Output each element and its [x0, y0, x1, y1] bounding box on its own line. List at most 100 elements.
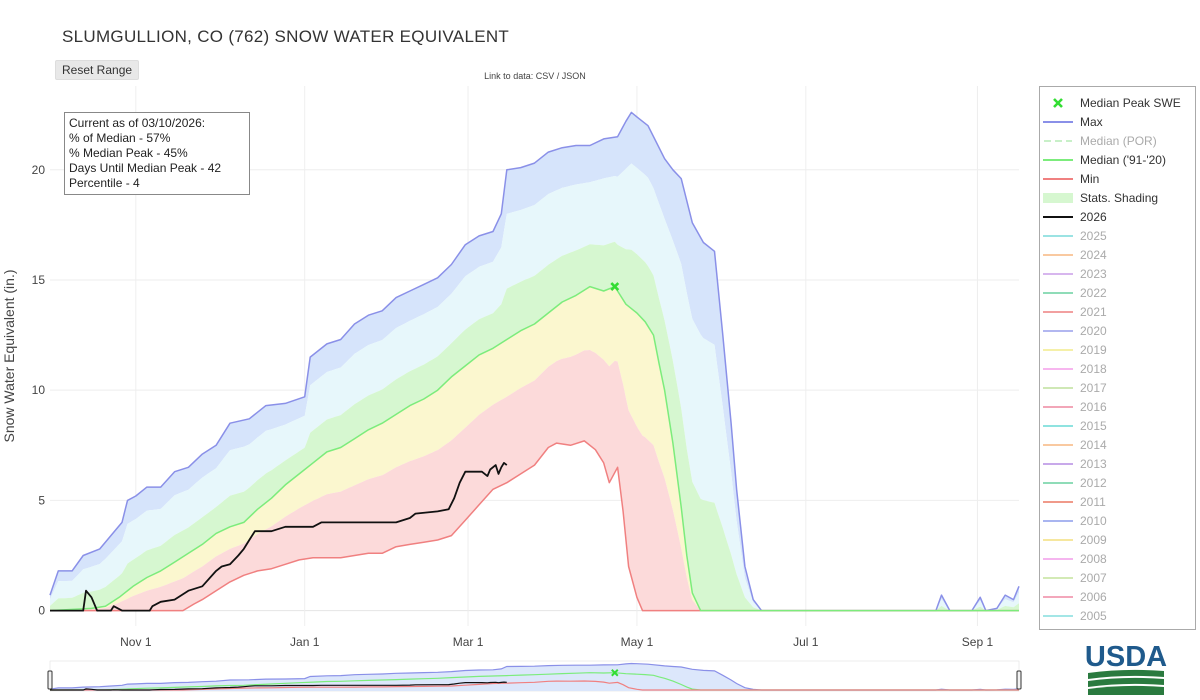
legend-item[interactable]: 2022 [1040, 283, 1195, 302]
legend-item[interactable]: 2007 [1040, 568, 1195, 587]
current-status-box: Current as of 03/10/2026: % of Median - … [64, 112, 250, 195]
csv-link[interactable]: CSV [535, 71, 555, 81]
legend-item[interactable]: 2006 [1040, 587, 1195, 606]
legend-item[interactable]: 2005 [1040, 606, 1195, 625]
band-30-min [50, 350, 1019, 611]
legend-label: 2011 [1080, 494, 1106, 509]
legend-swatch-icon [1040, 382, 1076, 394]
legend-swatch-icon [1040, 230, 1076, 242]
chart-legend: Median Peak SWE Max Median (POR) Median ('9… [1039, 86, 1196, 630]
range-slider[interactable] [47, 660, 1022, 692]
legend-item[interactable]: 2014 [1040, 435, 1195, 454]
legend-item[interactable]: Stats. Shading [1040, 188, 1195, 207]
y-tick-label: 20 [32, 163, 46, 177]
legend-label: 2016 [1080, 399, 1107, 414]
legend-item[interactable]: Max [1040, 112, 1195, 131]
x-tick-label: May 1 [621, 635, 654, 649]
median-line [49, 285, 1019, 612]
current-year-line [50, 462, 508, 612]
svg-text:USDA: USDA [1085, 641, 1167, 673]
legend-label: Median ('91-'20) [1080, 152, 1166, 167]
legend-swatch-icon [1040, 344, 1076, 356]
y-axis-label: Snow Water Equivalent (in.) [1, 270, 17, 443]
legend-item[interactable]: 2017 [1040, 378, 1195, 397]
legend-item[interactable]: 2025 [1040, 226, 1195, 245]
legend-item[interactable]: 2015 [1040, 416, 1195, 435]
y-tick-label: 5 [38, 493, 45, 507]
x-tick-label: Mar 1 [453, 635, 484, 649]
reset-range-button[interactable]: Reset Range [55, 60, 140, 80]
legend-swatch-icon [1040, 306, 1076, 318]
legend-swatch-icon [1040, 553, 1076, 565]
legend-label: 2023 [1080, 266, 1107, 281]
status-date: Current as of 03/10/2026: [69, 116, 206, 130]
legend-item[interactable]: 2012 [1040, 473, 1195, 492]
y-tick-label: 0 [38, 604, 45, 618]
legend-swatch-icon [1040, 610, 1076, 622]
range-median-line [49, 672, 1019, 691]
range-handle-left[interactable] [47, 670, 53, 690]
legend-item[interactable]: 2018 [1040, 359, 1195, 378]
legend-label: 2026 [1080, 209, 1107, 224]
legend-swatch-icon [1040, 515, 1076, 527]
legend-label: Median (POR) [1080, 133, 1157, 148]
legend-label: 2022 [1080, 285, 1107, 300]
max-line [49, 111, 1020, 612]
legend-swatch-icon [1040, 135, 1076, 147]
legend-swatch-icon [1040, 572, 1076, 584]
legend-swatch-icon [1040, 154, 1076, 166]
legend-item[interactable]: 2011 [1040, 492, 1195, 511]
data-link-prefix: Link to data: [484, 71, 534, 81]
legend-item[interactable]: 2021 [1040, 302, 1195, 321]
range-peak-marker [611, 669, 619, 677]
json-link[interactable]: JSON [561, 71, 586, 81]
legend-item[interactable]: 2026 [1040, 207, 1195, 226]
legend-item[interactable]: 2024 [1040, 245, 1195, 264]
legend-item[interactable]: Median (POR) [1040, 131, 1195, 150]
legend-swatch-icon [1040, 458, 1076, 470]
legend-item[interactable]: 2013 [1040, 454, 1195, 473]
chart-series [49, 111, 1020, 612]
y-tick-label: 15 [32, 273, 46, 287]
legend-swatch-icon [1040, 268, 1076, 280]
legend-label: 2018 [1080, 361, 1107, 376]
x-tick-label: Jan 1 [290, 635, 320, 649]
range-handle-right[interactable] [1016, 670, 1022, 690]
legend-item[interactable]: 2010 [1040, 511, 1195, 530]
legend-label: 2021 [1080, 304, 1107, 319]
legend-swatch-icon [1040, 534, 1076, 546]
legend-swatch-icon [1040, 116, 1076, 128]
legend-swatch-icon [1040, 401, 1076, 413]
legend-label: 2019 [1080, 342, 1107, 357]
status-pct-median-peak: % Median Peak - 45% [69, 146, 188, 160]
legend-label: Min [1080, 171, 1100, 186]
status-days-until-peak: Days Until Median Peak - 42 [69, 161, 222, 175]
x-tick-label: Jul 1 [793, 635, 819, 649]
legend-swatch-icon [1040, 173, 1076, 185]
legend-item[interactable]: 2019 [1040, 340, 1195, 359]
usda-logo: USDA [1085, 641, 1167, 695]
legend-label: 2020 [1080, 323, 1107, 338]
legend-swatch-icon [1040, 591, 1076, 603]
y-tick-label: 10 [32, 383, 46, 397]
legend-item[interactable]: 2008 [1040, 549, 1195, 568]
legend-item[interactable]: 2016 [1040, 397, 1195, 416]
legend-label: Median Peak SWE [1080, 95, 1181, 110]
x-tick-label: Sep 1 [962, 635, 994, 649]
legend-label: 2010 [1080, 513, 1107, 528]
legend-item[interactable]: 2023 [1040, 264, 1195, 283]
legend-item[interactable]: 2020 [1040, 321, 1195, 340]
x-tick-label: Nov 1 [120, 635, 152, 649]
legend-item[interactable]: Min [1040, 169, 1195, 188]
legend-label: Max [1080, 114, 1103, 129]
band-70-median [50, 241, 1019, 611]
range-min-line [50, 680, 1019, 691]
legend-swatch-icon [1040, 496, 1076, 508]
legend-item[interactable]: Median Peak SWE [1040, 93, 1195, 112]
legend-item[interactable]: 2009 [1040, 530, 1195, 549]
legend-item[interactable]: Median ('91-'20) [1040, 150, 1195, 169]
legend-label: 2008 [1080, 551, 1107, 566]
legend-swatch-icon [1040, 420, 1076, 432]
legend-swatch-icon [1040, 211, 1076, 223]
min-line [50, 440, 1019, 612]
